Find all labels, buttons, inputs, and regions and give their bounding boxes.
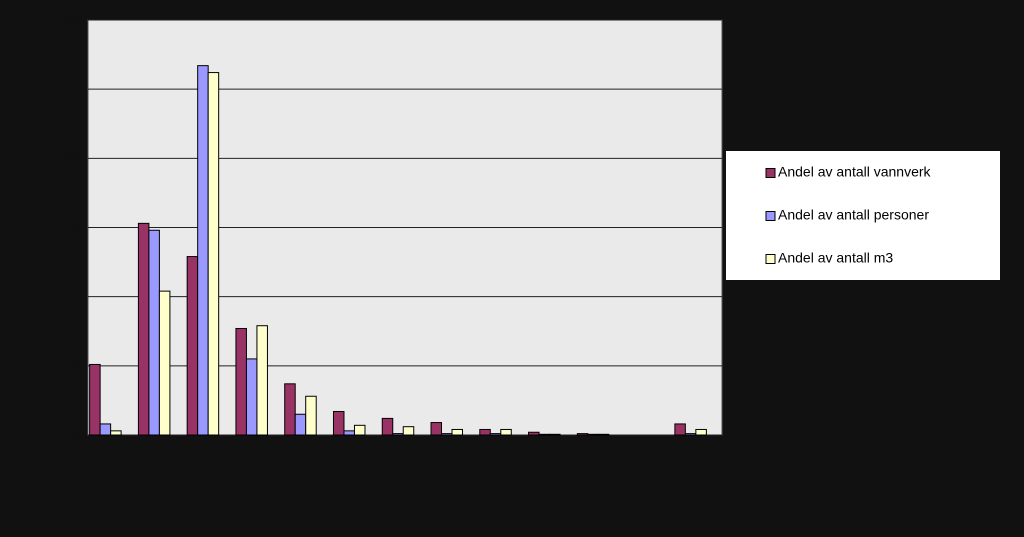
bar [186,256,199,436]
y-tick-label: 30 [64,11,80,27]
legend-swatch [765,254,776,264]
legend-label: Andel av antall personer [778,207,929,223]
legend-label: Andel av antall vannverk [778,164,932,180]
bar [284,383,296,436]
legend-label: Andel av antall m3 [778,250,893,266]
bar [392,433,404,436]
bar [158,290,171,436]
bar [576,433,589,436]
bar [137,222,150,436]
bar [597,433,610,436]
bar [479,428,491,436]
bar [430,422,443,436]
bar [148,229,160,436]
bar [256,325,268,436]
y-tick-label: 25 [64,80,80,96]
bar [402,426,415,436]
bar [500,428,512,436]
y-tick-label: 0 [72,426,80,442]
bar [674,423,686,436]
bar [245,358,258,436]
bar [489,433,502,436]
bar [110,430,122,436]
bar [695,428,707,436]
bar [343,430,355,436]
bar [332,410,345,436]
y-tick-label: 15 [64,218,80,234]
bar [587,433,599,436]
bar [549,433,561,436]
y-tick-label: 5 [72,357,80,373]
y-tick-label: 10 [64,287,80,303]
bar [538,433,551,436]
bar [89,363,101,436]
y-tick-label: 20 [64,149,80,165]
bar [353,424,366,436]
bar [441,433,453,436]
legend-swatch [765,211,776,221]
bar [684,433,697,436]
bar [451,428,464,436]
bar [381,417,394,436]
bar [235,327,247,436]
legend-swatch [765,168,776,178]
bar [305,395,317,436]
bar [207,72,220,436]
bar [197,65,209,436]
bar [528,431,540,436]
bar [294,413,307,436]
bar [99,423,112,436]
